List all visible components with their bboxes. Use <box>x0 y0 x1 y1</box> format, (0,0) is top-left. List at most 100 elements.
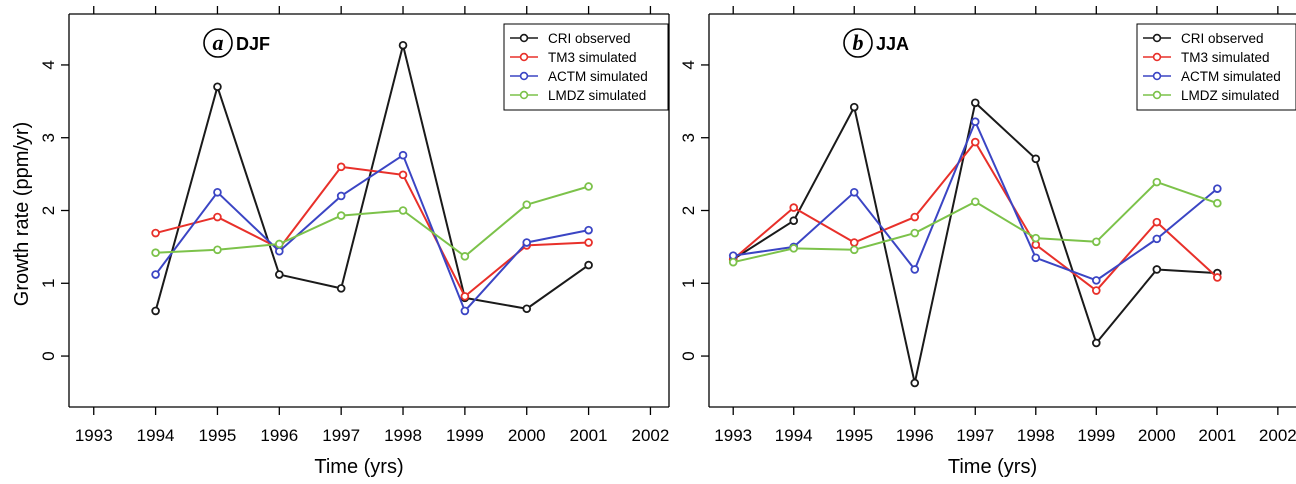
legend-label: TM3 simulated <box>548 50 637 65</box>
data-point <box>789 244 799 253</box>
data-point <box>460 306 470 316</box>
x-tick-label: 2000 <box>1138 426 1176 445</box>
legend-label: ACTM simulated <box>548 69 648 84</box>
data-point <box>1031 154 1041 164</box>
series-line-actm-simulated <box>154 154 589 312</box>
x-tick-label: 1997 <box>956 426 994 445</box>
data-point <box>910 378 920 388</box>
data-point <box>460 292 470 301</box>
x-tick-label: 1998 <box>1017 426 1055 445</box>
x-tick-label: 1995 <box>199 426 237 445</box>
series-line-lmdz-simulated <box>732 181 1218 264</box>
legend-label: CRI observed <box>548 31 631 46</box>
y-tick-label: 4 <box>679 60 698 69</box>
legend-swatch-marker <box>519 33 529 43</box>
y-tick-label: 3 <box>679 133 698 142</box>
series-line-lmdz-simulated <box>155 185 589 258</box>
data-point <box>970 137 980 147</box>
y-tick-label: 1 <box>679 279 698 288</box>
y-tick-label: 3 <box>39 133 58 142</box>
data-point <box>970 197 980 207</box>
legend-swatch-marker <box>1152 33 1162 43</box>
data-point <box>1213 184 1222 193</box>
data-point <box>1091 237 1101 247</box>
x-tick-label: 1995 <box>835 426 873 445</box>
data-point <box>398 170 408 180</box>
data-point <box>151 306 160 316</box>
data-point <box>1031 233 1041 243</box>
y-tick-label: 4 <box>39 60 58 69</box>
x-axis-title: Time (yrs) <box>314 456 403 478</box>
data-point <box>1213 273 1222 282</box>
x-tick-label: 2002 <box>1259 426 1296 445</box>
x-tick-label: 2000 <box>508 426 546 445</box>
data-point <box>1213 198 1222 208</box>
y-tick-label: 0 <box>679 351 698 360</box>
data-point <box>460 252 470 261</box>
panel-b: 1993 1994 1995 1996 1997 1998 1999 2000 2001 2002… <box>679 6 1296 478</box>
data-point <box>336 284 346 293</box>
data-point <box>789 216 799 225</box>
x-tick-label: 2001 <box>570 426 608 445</box>
x-tick-label: 1993 <box>75 426 113 445</box>
data-point <box>151 248 160 258</box>
panel-letter-circle <box>203 28 233 58</box>
panel-letter: b <box>853 30 864 55</box>
data-point <box>789 203 799 212</box>
legend-swatch-marker <box>1152 52 1162 62</box>
legend-label: ACTM simulated <box>1181 69 1281 84</box>
legend-label: LMDZ simulated <box>1181 88 1279 103</box>
x-tick-label: 1998 <box>384 426 422 445</box>
data-point <box>522 238 532 247</box>
x-tick-label: 2001 <box>1198 426 1236 445</box>
data-point <box>1152 177 1162 187</box>
data-point <box>728 257 738 267</box>
data-point <box>275 239 284 249</box>
data-point <box>336 162 346 172</box>
x-axis-title: Time (yrs) <box>948 456 1037 478</box>
series-line-cri-observed <box>154 44 590 312</box>
data-point <box>522 304 532 314</box>
data-point <box>398 206 408 215</box>
x-tick-label: 2002 <box>632 426 670 445</box>
data-point <box>522 200 532 209</box>
x-tick-label: 1994 <box>137 426 175 445</box>
data-point <box>1091 286 1101 295</box>
legend-swatch-marker <box>519 90 529 100</box>
panel-title: DJF <box>236 34 270 54</box>
data-point <box>1152 217 1162 227</box>
legend-label: LMDZ simulated <box>548 88 646 103</box>
y-tick-label: 2 <box>39 206 58 215</box>
data-point <box>584 238 593 247</box>
y-tick-label: 0 <box>39 351 58 360</box>
x-tick-label: 1993 <box>714 426 752 445</box>
y-tick-label: 2 <box>679 206 698 215</box>
y-axis-title: Growth rate (ppm/yr) <box>11 122 33 306</box>
legend-label: CRI observed <box>1181 31 1264 46</box>
x-tick-label: 1996 <box>896 426 934 445</box>
data-point <box>151 228 160 238</box>
data-point <box>584 182 593 191</box>
series-line-tm3-simulated <box>155 165 589 298</box>
legend-label: TM3 simulated <box>1181 50 1270 65</box>
x-tick-label: 1994 <box>775 426 813 445</box>
x-tick-label: 1999 <box>1077 426 1115 445</box>
x-tick-label: 1999 <box>446 426 484 445</box>
data-point <box>849 245 859 255</box>
x-tick-label: 1996 <box>260 426 298 445</box>
data-point <box>1091 338 1101 348</box>
data-point <box>584 260 593 270</box>
data-point <box>910 265 920 274</box>
data-point <box>275 270 284 279</box>
data-point <box>584 225 593 235</box>
legend-swatch-marker <box>519 52 529 62</box>
data-point <box>213 212 222 222</box>
panel-letter: a <box>213 30 224 55</box>
x-tick-label: 1997 <box>322 426 360 445</box>
data-point <box>1152 265 1162 274</box>
data-point <box>910 228 920 238</box>
panel-letter-circle <box>843 28 873 58</box>
data-point <box>151 270 160 279</box>
